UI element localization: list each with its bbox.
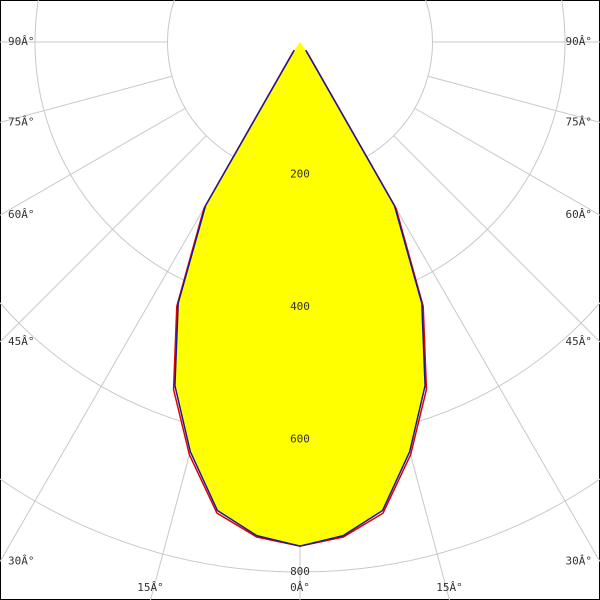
grid-ray bbox=[365, 156, 600, 562]
grid-ray bbox=[427, 75, 600, 123]
r-tick-label: 600 bbox=[290, 433, 310, 446]
angle-label: 90Â° bbox=[8, 35, 35, 48]
area bbox=[174, 42, 426, 547]
angle-label: 45Â° bbox=[8, 335, 35, 348]
angle-label: 30Â° bbox=[566, 555, 593, 568]
angle-label: 30Â° bbox=[8, 555, 35, 568]
grid-ray bbox=[0, 107, 186, 216]
labels: 0Â° 15Â° 15Â° 30Â° 30Â° 45Â° 45Â° 60Â° 60Â° 75Â° 7… bbox=[8, 35, 592, 594]
grid-ray bbox=[0, 135, 207, 343]
angle-label: 0Â° bbox=[290, 581, 310, 594]
grid-ray bbox=[0, 75, 173, 123]
angle-label: 90Â° bbox=[566, 35, 593, 48]
grid-ray bbox=[393, 135, 600, 343]
grid-ray bbox=[0, 156, 235, 562]
angle-label: 60Â° bbox=[566, 208, 593, 221]
series-line bbox=[174, 49, 426, 547]
r-tick-label: 800 bbox=[290, 565, 310, 578]
grid-ray bbox=[414, 107, 600, 216]
plot bbox=[172, 42, 428, 547]
angle-label: 45Â° bbox=[566, 335, 593, 348]
angle-label: 15Â° bbox=[137, 581, 164, 594]
angle-label: 75Â° bbox=[566, 115, 593, 128]
angle-label: 15Â° bbox=[436, 581, 463, 594]
r-tick-label: 200 bbox=[290, 168, 310, 181]
angle-label: 60Â° bbox=[8, 208, 35, 221]
r-tick-label: 400 bbox=[290, 300, 310, 313]
angle-label: 75Â° bbox=[8, 115, 35, 128]
